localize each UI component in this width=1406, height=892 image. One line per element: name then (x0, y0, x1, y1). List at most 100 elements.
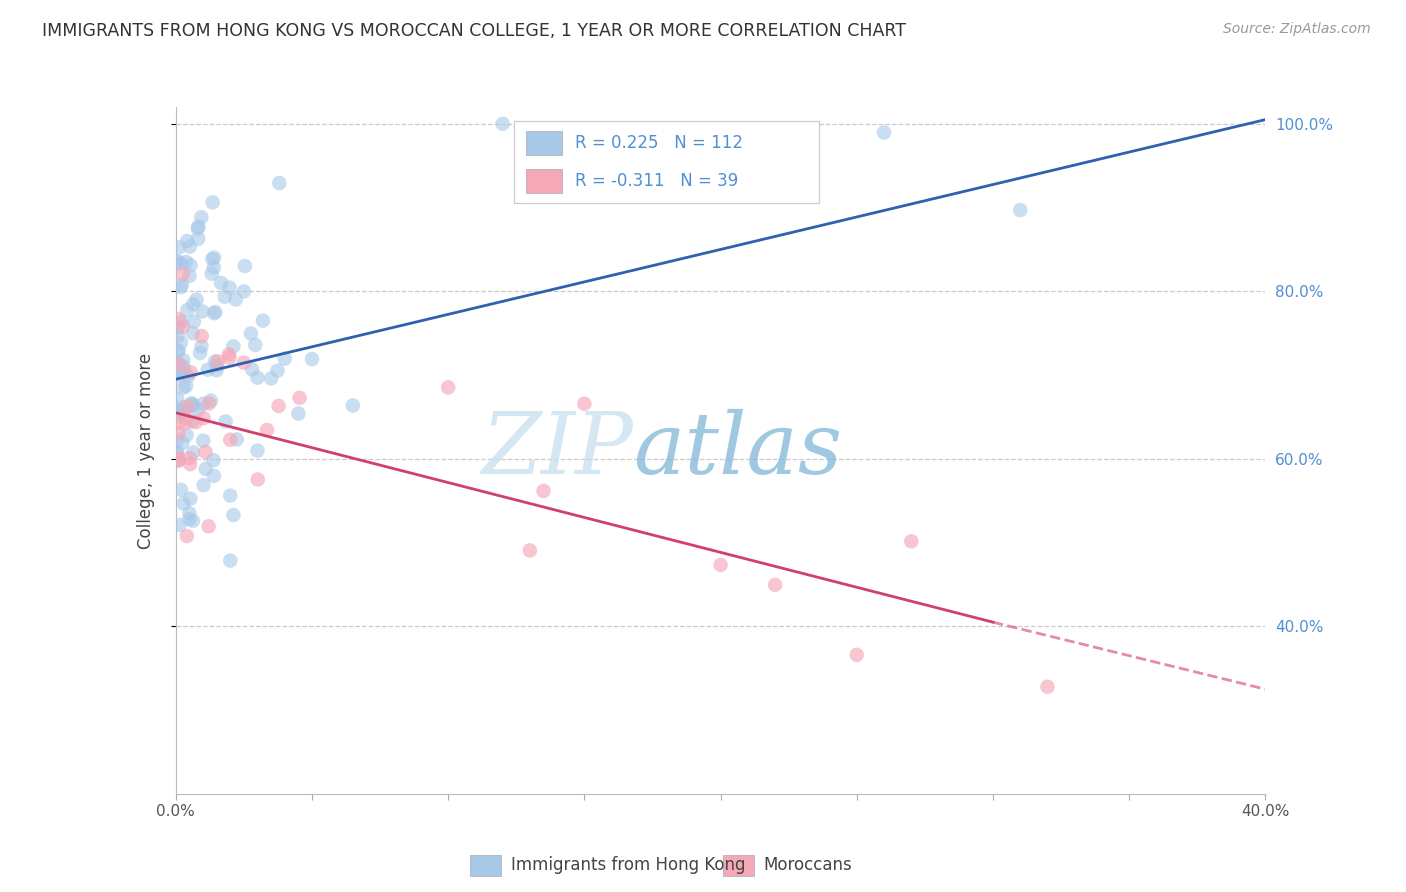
Point (233, 259, 256, 273)
Point (173, 496, 195, 510)
Point (172, 353, 194, 368)
Point (167, 240, 190, 254)
Point (183, 315, 205, 329)
Point (179, 268, 201, 283)
Point (181, 398, 204, 412)
Point (194, 462, 217, 476)
Point (187, 402, 209, 417)
Point (172, 404, 194, 418)
Point (194, 445, 217, 459)
Point (246, 370, 269, 384)
Point (172, 436, 194, 450)
Point (200, 393, 222, 408)
Point (174, 379, 197, 393)
Point (260, 371, 283, 385)
Point (167, 453, 190, 467)
Text: Immigrants from Hong Kong: Immigrants from Hong Kong (510, 856, 745, 874)
Point (179, 240, 201, 254)
Point (167, 453, 190, 467)
Point (209, 276, 232, 290)
Point (186, 293, 208, 307)
Point (187, 221, 209, 235)
Bar (470, 855, 501, 876)
Point (166, 444, 188, 458)
Point (342, 399, 364, 413)
Point (266, 364, 288, 378)
Point (301, 352, 323, 367)
Point (197, 519, 219, 533)
Point (225, 433, 247, 447)
Point (190, 339, 212, 353)
Text: atlas: atlas (633, 409, 842, 491)
Point (180, 365, 202, 379)
Point (214, 415, 236, 429)
Point (252, 314, 274, 328)
Point (202, 260, 225, 275)
Point (176, 529, 198, 543)
Point (207, 359, 229, 373)
Point (218, 280, 240, 294)
Point (187, 232, 209, 246)
Point (218, 351, 240, 365)
Point (204, 305, 226, 319)
Point (533, 483, 555, 498)
Point (193, 478, 215, 492)
Point (174, 403, 197, 417)
Point (179, 457, 201, 471)
Point (166, 365, 188, 379)
Point (177, 400, 200, 414)
Point (170, 483, 193, 497)
Bar (723, 855, 754, 876)
Point (219, 433, 242, 447)
Point (188, 346, 211, 360)
Point (169, 404, 191, 418)
Point (519, 543, 541, 558)
Point (181, 297, 204, 311)
Point (167, 426, 190, 441)
Point (173, 363, 195, 377)
Point (167, 312, 190, 326)
Point (170, 315, 193, 329)
Point (170, 280, 193, 294)
Point (181, 414, 204, 428)
Point (180, 258, 202, 272)
Point (169, 517, 191, 532)
Point (174, 255, 197, 269)
Point (288, 391, 311, 405)
Point (176, 303, 198, 318)
Point (246, 443, 269, 458)
Point (166, 392, 188, 406)
Point (183, 398, 205, 412)
Point (179, 450, 201, 465)
Point (246, 472, 269, 486)
Y-axis label: College, 1 year or more: College, 1 year or more (136, 352, 155, 549)
Point (176, 234, 198, 248)
Point (287, 407, 309, 421)
Point (167, 329, 190, 343)
Point (214, 290, 236, 304)
Point (201, 252, 224, 267)
Point (172, 359, 194, 374)
Point (202, 251, 225, 265)
Text: Moroccans: Moroccans (763, 856, 852, 874)
Point (204, 354, 226, 368)
Point (274, 351, 297, 366)
Point (574, 397, 596, 411)
Point (202, 468, 225, 483)
Point (166, 255, 188, 269)
Point (218, 347, 240, 361)
Point (166, 447, 188, 461)
Point (166, 433, 188, 447)
Point (201, 195, 224, 210)
Point (187, 219, 209, 234)
Point (181, 445, 204, 459)
Point (167, 451, 190, 466)
Point (205, 363, 228, 377)
Point (201, 267, 224, 281)
Point (172, 401, 194, 415)
Point (256, 423, 278, 437)
Point (174, 416, 197, 430)
Point (167, 343, 190, 358)
Point (179, 512, 201, 526)
Text: Source: ZipAtlas.com: Source: ZipAtlas.com (1223, 22, 1371, 37)
